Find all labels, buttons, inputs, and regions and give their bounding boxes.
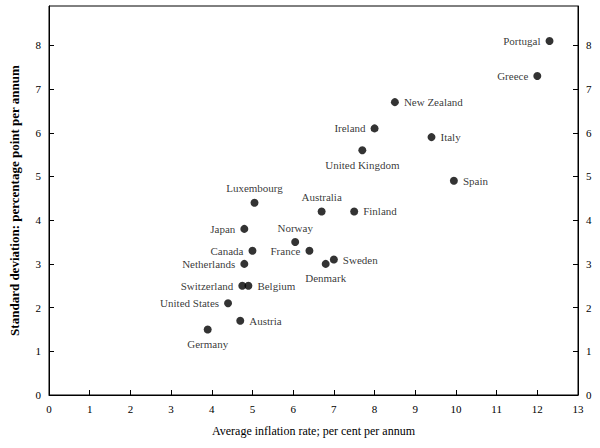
svg-text:Spain: Spain	[463, 175, 489, 187]
svg-text:2: 2	[36, 302, 42, 314]
svg-text:Austria: Austria	[249, 315, 281, 327]
svg-text:4: 4	[586, 214, 592, 226]
svg-text:Norway: Norway	[277, 222, 313, 234]
svg-text:2: 2	[128, 403, 134, 415]
svg-text:8: 8	[36, 39, 42, 51]
svg-text:6: 6	[290, 403, 296, 415]
svg-text:10: 10	[450, 403, 462, 415]
svg-text:5: 5	[36, 170, 42, 182]
svg-text:Denmark: Denmark	[305, 272, 346, 284]
svg-text:0: 0	[36, 389, 42, 401]
svg-text:5: 5	[250, 403, 256, 415]
svg-text:Belgium: Belgium	[257, 280, 295, 292]
svg-text:Italy: Italy	[441, 131, 462, 143]
svg-text:7: 7	[36, 83, 42, 95]
svg-text:New Zealand: New Zealand	[404, 96, 463, 108]
svg-text:Japan: Japan	[210, 223, 236, 235]
svg-text:Netherlands: Netherlands	[182, 258, 235, 270]
svg-text:0: 0	[46, 403, 52, 415]
svg-text:Germany: Germany	[187, 338, 228, 350]
svg-text:8: 8	[372, 403, 378, 415]
svg-text:9: 9	[412, 403, 418, 415]
svg-text:2: 2	[586, 302, 592, 314]
svg-text:7: 7	[586, 83, 592, 95]
svg-text:Average inflation rate; per ce: Average inflation rate; per cent per ann…	[212, 424, 416, 438]
svg-text:12: 12	[532, 403, 543, 415]
svg-text:7: 7	[331, 403, 337, 415]
svg-text:5: 5	[586, 170, 592, 182]
svg-text:4: 4	[209, 403, 215, 415]
svg-text:1: 1	[87, 403, 93, 415]
svg-text:13: 13	[573, 403, 585, 415]
svg-text:11: 11	[491, 403, 502, 415]
svg-text:Canada: Canada	[210, 245, 243, 257]
svg-text:Finland: Finland	[363, 205, 397, 217]
svg-text:Luxembourg: Luxembourg	[226, 182, 283, 194]
svg-text:Greece: Greece	[497, 70, 528, 82]
svg-text:4: 4	[36, 214, 42, 226]
svg-text:3: 3	[168, 403, 174, 415]
svg-text:Sweden: Sweden	[343, 254, 378, 266]
svg-text:6: 6	[586, 127, 592, 139]
svg-text:France: France	[270, 245, 300, 257]
svg-text:0: 0	[586, 389, 592, 401]
svg-text:Switzerland: Switzerland	[181, 280, 234, 292]
svg-text:3: 3	[36, 258, 42, 270]
svg-text:Australia: Australia	[301, 191, 341, 203]
svg-text:Ireland: Ireland	[334, 122, 366, 134]
svg-text:1: 1	[586, 345, 592, 357]
svg-text:Standard deviation: percentage: Standard deviation: percentage point per…	[7, 65, 22, 336]
svg-text:6: 6	[36, 127, 42, 139]
svg-text:8: 8	[586, 39, 592, 51]
svg-text:3: 3	[586, 258, 592, 270]
svg-text:1: 1	[36, 345, 42, 357]
svg-text:United Kingdom: United Kingdom	[325, 159, 400, 171]
svg-text:United States: United States	[160, 297, 219, 309]
svg-text:Portugal: Portugal	[503, 35, 540, 47]
